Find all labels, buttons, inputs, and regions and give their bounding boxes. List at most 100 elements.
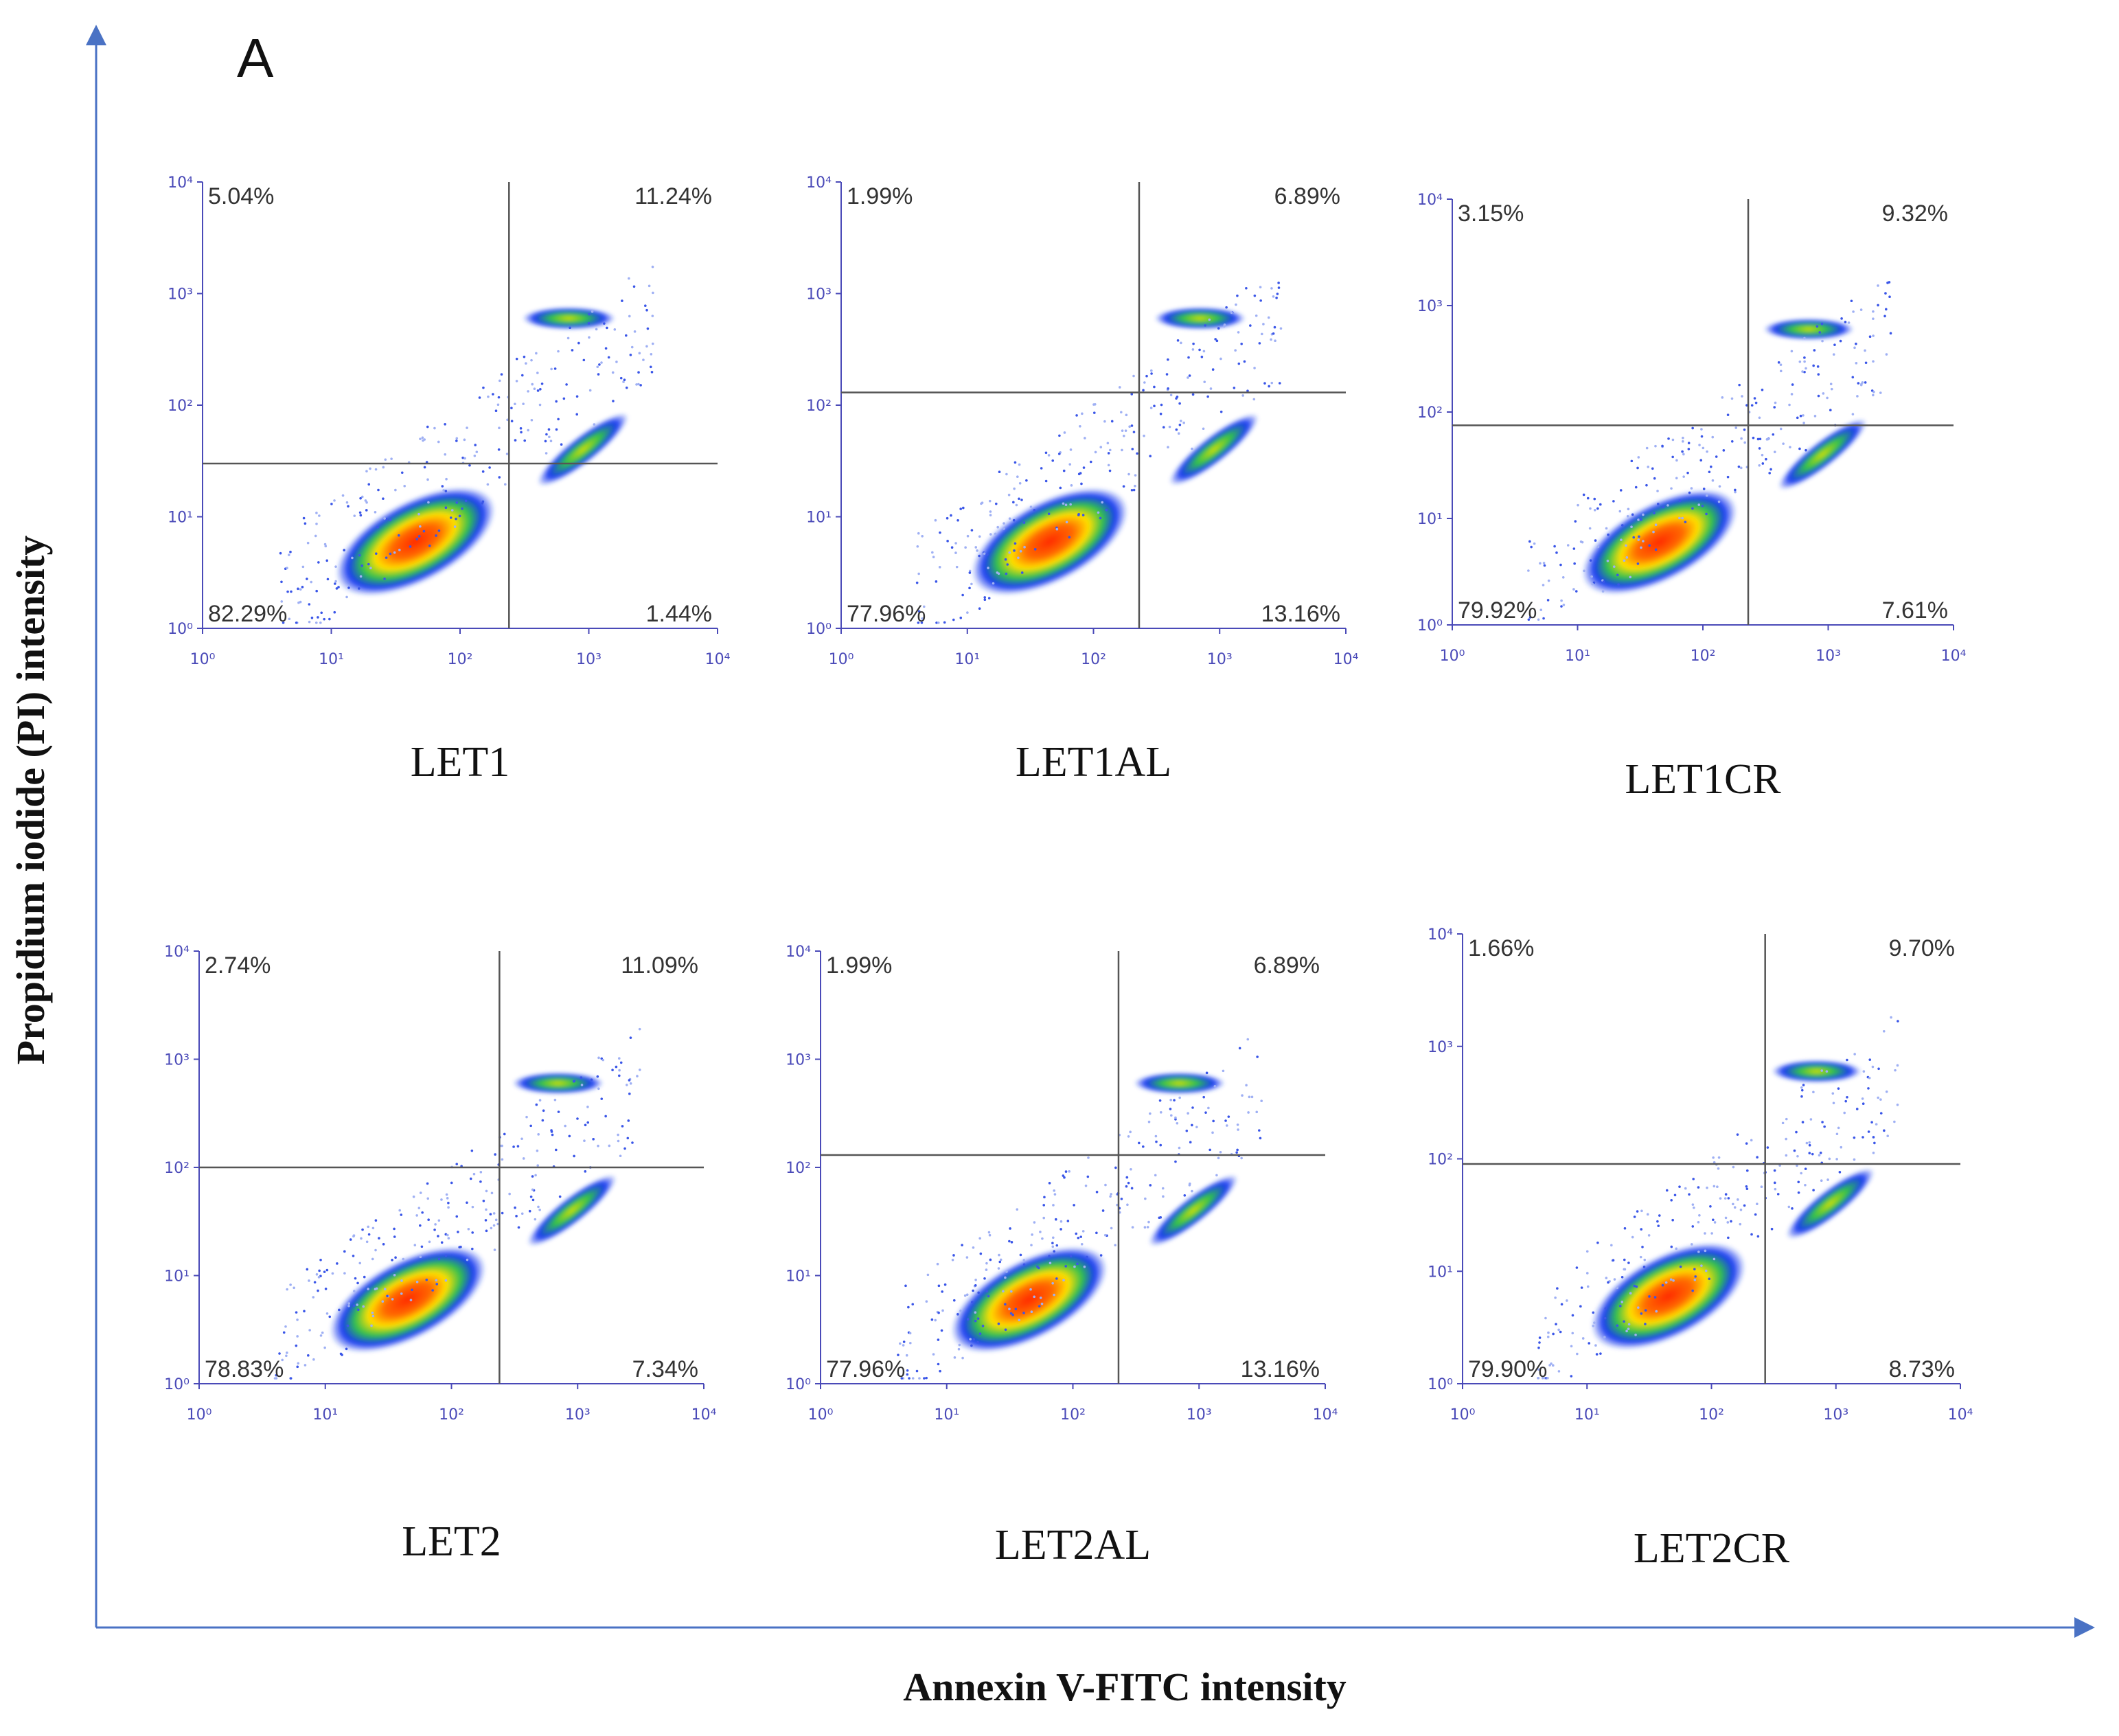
event-dot: [1630, 525, 1633, 528]
event-dot: [1596, 1241, 1599, 1244]
event-dot: [1005, 1270, 1008, 1273]
event-dot: [1537, 1368, 1540, 1371]
event-dot: [422, 529, 426, 533]
event-dot: [1851, 413, 1855, 415]
event-dot: [538, 1209, 541, 1211]
event-dot: [1092, 403, 1095, 406]
event-dot: [1599, 1352, 1602, 1355]
event-dot: [523, 439, 527, 442]
x-tick-label: 10¹: [1574, 1406, 1600, 1424]
event-dot: [555, 428, 558, 431]
event-dot: [1787, 1205, 1791, 1209]
event-dot: [1818, 331, 1821, 334]
event-dot: [351, 556, 354, 560]
event-dot: [466, 426, 468, 429]
event-dot: [917, 621, 920, 624]
event-dot: [998, 1260, 1002, 1264]
event-dot: [1594, 539, 1597, 542]
event-dot: [1012, 518, 1016, 522]
event-dot: [529, 1195, 533, 1198]
event-dot: [1004, 1276, 1007, 1279]
event-dot: [1174, 1160, 1177, 1163]
event-dot: [1739, 1222, 1742, 1226]
event-dot: [1070, 484, 1073, 487]
event-dot: [1572, 547, 1576, 550]
event-dot: [1273, 326, 1276, 329]
event-dot: [463, 438, 466, 442]
event-dot: [1855, 362, 1858, 365]
event-dot: [529, 1124, 532, 1128]
event-dot: [617, 1133, 619, 1137]
event-dot: [1031, 1233, 1033, 1236]
event-dot: [469, 1177, 472, 1180]
event-dot: [420, 1245, 424, 1248]
y-tick-label: 10¹: [786, 1268, 811, 1286]
event-dot: [617, 1139, 620, 1143]
event-dot: [997, 1322, 1000, 1325]
event-dot: [985, 1261, 988, 1265]
event-dot: [937, 1338, 940, 1341]
event-dot: [633, 330, 637, 333]
event-dot: [484, 1219, 488, 1222]
x-tick-label: 10⁴: [691, 1406, 717, 1424]
event-dot: [286, 1288, 288, 1291]
event-dot: [1653, 477, 1656, 480]
event-dot: [437, 1219, 441, 1222]
event-dot: [625, 386, 628, 389]
event-dot: [1019, 1253, 1022, 1257]
event-dot: [1785, 1137, 1787, 1141]
event-dot: [1008, 551, 1011, 554]
event-dot: [1033, 509, 1036, 512]
event-dot: [1039, 1231, 1042, 1233]
event-dot: [1726, 475, 1730, 479]
event-dot: [1219, 410, 1223, 413]
event-dot: [1828, 1157, 1831, 1161]
event-dot: [968, 569, 972, 573]
event-dot: [1832, 1101, 1835, 1105]
event-dot: [367, 562, 370, 566]
event-dot: [1682, 475, 1685, 478]
event-dot: [1669, 1278, 1673, 1281]
event-dot: [1658, 1214, 1661, 1217]
event-dot: [1885, 353, 1888, 356]
event-dot: [1188, 374, 1191, 377]
event-dot: [479, 1171, 483, 1174]
event-dot: [941, 1309, 944, 1312]
event-dot: [1125, 1185, 1128, 1188]
event-dot: [288, 553, 290, 556]
x-tick-label: 10¹: [312, 1406, 338, 1424]
event-density: [1591, 1060, 1875, 1350]
late-population: [527, 1174, 617, 1246]
event-dot: [1843, 1111, 1846, 1115]
event-dot: [1542, 584, 1545, 586]
event-dot: [1857, 382, 1860, 385]
event-dot: [1636, 1210, 1639, 1213]
event-dot: [1872, 1152, 1875, 1154]
y-tick-label: 10²: [1428, 1152, 1453, 1169]
event-dot: [955, 565, 959, 569]
quadrant-upper-right: 11.24%: [634, 183, 712, 209]
event-dot: [1057, 453, 1061, 455]
event-dot: [377, 488, 380, 492]
event-dot: [1202, 1095, 1206, 1099]
event-dot: [295, 1311, 298, 1314]
event-dot: [1687, 442, 1691, 444]
event-dot: [613, 328, 617, 331]
event-dot: [1625, 556, 1629, 559]
event-dot: [1121, 429, 1124, 432]
event-dot: [1710, 1232, 1713, 1235]
event-dot: [1603, 1316, 1607, 1320]
event-dot: [902, 1340, 906, 1343]
event-dot: [315, 512, 318, 514]
event-dot: [1051, 459, 1055, 462]
event-dot: [1796, 1154, 1799, 1158]
event-dot: [1272, 332, 1275, 335]
event-dot: [367, 1225, 369, 1229]
event-dot: [1013, 549, 1016, 552]
event-dot: [1684, 1187, 1687, 1190]
event-dot: [1235, 303, 1237, 306]
event-dot: [1693, 1206, 1695, 1209]
event-dot: [1616, 1324, 1619, 1327]
